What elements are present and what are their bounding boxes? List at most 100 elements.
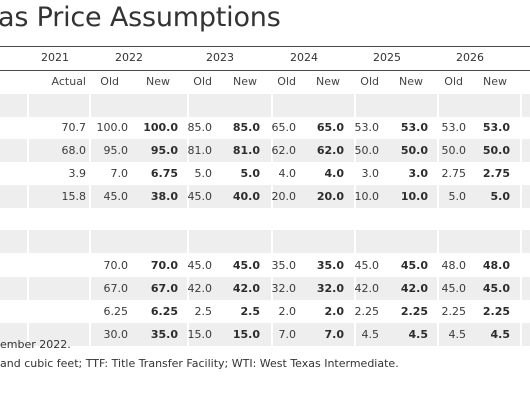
column-separator (520, 94, 522, 117)
column-separator (437, 230, 439, 253)
column-separator (271, 94, 273, 117)
column-subheader: New (399, 75, 423, 88)
table-cell: 45.0 (441, 282, 467, 295)
table-cell: 3.0 (408, 167, 429, 180)
column-separator (271, 139, 273, 162)
year-header: 2025 (373, 51, 401, 64)
table-cell: 62.0 (271, 144, 297, 157)
column-subheader: Old (444, 75, 463, 88)
column-separator (27, 94, 29, 117)
edge-rule (524, 70, 530, 71)
column-separator (271, 230, 273, 253)
table-row: 70.0 70.0 45.0 45.0 35.0 35.0 45.0 45.0 48.0 48.0 (0, 254, 530, 277)
column-separator (354, 323, 356, 346)
table-cell: 2.75 (482, 167, 510, 180)
table-cell: 45.0 (482, 282, 510, 295)
year-header: 2026 (456, 51, 484, 64)
table-cell: 3.9 (68, 167, 87, 180)
table-cell: 42.0 (400, 282, 428, 295)
table-cell: 2.25 (441, 305, 467, 318)
table-cell: 2.25 (400, 305, 428, 318)
column-separator (520, 277, 522, 300)
table-cell: 45.0 (400, 259, 428, 272)
column-separator (437, 139, 439, 162)
table-cell: 50.0 (400, 144, 428, 157)
column-subheader: Old (277, 75, 296, 88)
year-header: 2021 (41, 51, 69, 64)
table-cell: 95.0 (103, 144, 129, 157)
column-separator (437, 323, 439, 346)
column-separator (27, 139, 29, 162)
table-cell: 15.0 (232, 328, 260, 341)
table-row: 67.0 67.0 42.0 42.0 32.0 32.0 42.0 42.0 45.0 45.0 (0, 277, 530, 300)
column-separator (89, 139, 91, 162)
column-separator (437, 94, 439, 117)
table-cell: 2.25 (482, 305, 510, 318)
table-cell: 48.0 (482, 259, 510, 272)
column-separator (354, 277, 356, 300)
column-separator (187, 230, 189, 253)
year-header: 2023 (206, 51, 234, 64)
column-separator (187, 139, 189, 162)
table-cell: 15.0 (187, 328, 213, 341)
table-cell: 4.0 (324, 167, 345, 180)
table-cell: 30.0 (103, 328, 129, 341)
table-cell: 50.0 (354, 144, 380, 157)
table-cell: 45.0 (187, 259, 213, 272)
table-cell: 68.0 (61, 144, 87, 157)
table-row: 15.8 45.0 38.0 45.0 40.0 20.0 20.0 10.0 10.0 5.0 5… (0, 185, 530, 208)
column-separator (187, 94, 189, 117)
table-cell: 6.25 (150, 305, 178, 318)
table-title: as Price Assumptions (0, 2, 281, 33)
column-subheader: Old (100, 75, 119, 88)
column-separator (354, 139, 356, 162)
note-line: ember 2022. (0, 338, 71, 351)
table-cell: 6.25 (103, 305, 129, 318)
table-cell: 40.0 (232, 190, 260, 203)
table-cell: 5.0 (490, 190, 511, 203)
table-row: 70.7 100.0 100.0 85.0 85.0 65.0 65.0 53.0 53.0 53… (0, 116, 530, 139)
column-separator (89, 230, 91, 253)
table-cell: 10.0 (400, 190, 428, 203)
table-cell: 2.0 (278, 305, 297, 318)
table-cell (40, 300, 86, 323)
table-cell: 42.0 (354, 282, 380, 295)
table-cell: 4.5 (361, 328, 380, 341)
table-cell: 70.0 (103, 259, 129, 272)
table-cell (40, 254, 86, 277)
table-cell: 53.0 (482, 121, 510, 134)
table-cell: 42.0 (187, 282, 213, 295)
table-cell: 48.0 (441, 259, 467, 272)
table-cell: 20.0 (316, 190, 344, 203)
column-separator (187, 277, 189, 300)
table-cell: 7.0 (278, 328, 297, 341)
table-cell: 70.0 (150, 259, 178, 272)
column-subheader: New (316, 75, 340, 88)
column-separator (520, 323, 522, 346)
table-cell: 4.5 (408, 328, 429, 341)
table-cell: 62.0 (316, 144, 344, 157)
table-row: 6.25 6.25 2.5 2.5 2.0 2.0 2.25 2.25 2.25 2.25 (0, 300, 530, 323)
table-cell: 81.0 (187, 144, 213, 157)
column-separator (27, 185, 29, 208)
table-cell: 4.0 (278, 167, 297, 180)
table-cell: 32.0 (316, 282, 344, 295)
table-cell: 3.0 (361, 167, 380, 180)
year-header: 2024 (290, 51, 318, 64)
header-top-rule (0, 46, 530, 47)
column-subheader: Old (193, 75, 212, 88)
column-subheader: Old (360, 75, 379, 88)
table-cell: 10.0 (354, 190, 380, 203)
table-cell: 85.0 (232, 121, 260, 134)
table-cell: 5.0 (448, 190, 467, 203)
column-separator (520, 139, 522, 162)
header-year-rule (0, 70, 530, 71)
column-separator (89, 185, 91, 208)
column-separator (271, 277, 273, 300)
table-cell (40, 277, 86, 300)
column-separator (520, 230, 522, 253)
column-separator (27, 277, 29, 300)
table-cell: 5.0 (240, 167, 261, 180)
table-cell: 67.0 (103, 282, 129, 295)
